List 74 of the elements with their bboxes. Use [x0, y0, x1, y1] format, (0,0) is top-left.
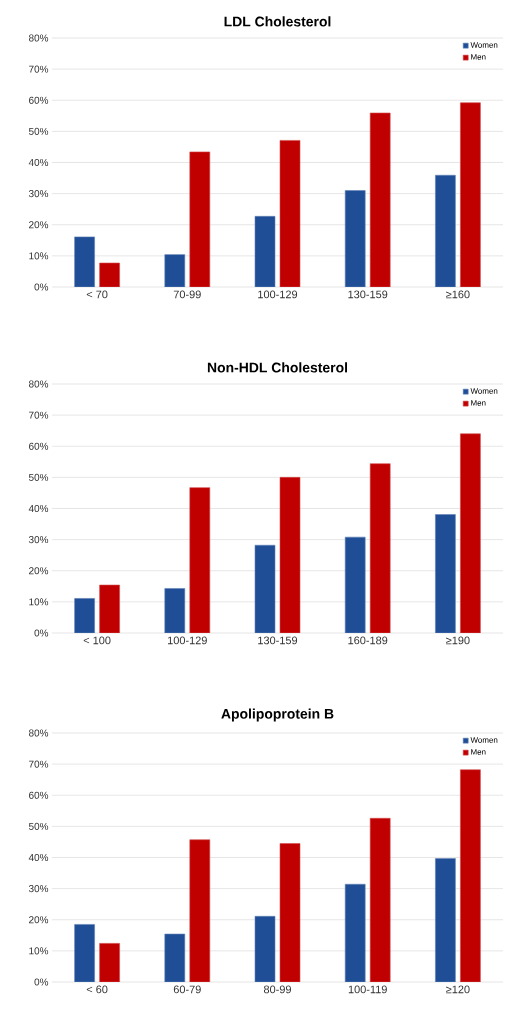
y-tick-label: 60% [29, 442, 49, 450]
bar [99, 262, 120, 287]
bar [460, 769, 481, 982]
y-tick-label: 70% [29, 760, 49, 768]
x-tick-label: ≥190 [446, 636, 470, 645]
bar [435, 514, 456, 633]
y-tick-label: 30% [28, 190, 49, 198]
bar [99, 943, 120, 982]
chart-title: LDL Cholesterol [224, 16, 331, 27]
y-tick-label: 70% [29, 65, 49, 73]
bar [279, 140, 301, 287]
bar [344, 883, 366, 982]
y-tick-label: 80% [28, 34, 49, 42]
bar [369, 112, 391, 287]
y-tick-label: 20% [29, 221, 49, 229]
y-tick-label: 0% [34, 629, 49, 637]
y-tick-label: 10% [29, 598, 49, 606]
x-tick-label: ≥160 [446, 290, 470, 299]
x-tick-label: 60-79 [173, 985, 201, 994]
y-tick-label: 40% [28, 504, 49, 513]
y-tick-label: 40% [28, 853, 49, 862]
bar [189, 839, 211, 982]
bar [435, 174, 456, 287]
bar [435, 858, 456, 982]
chart-title: Apolipoprotein B [221, 708, 334, 722]
bar [164, 254, 186, 287]
y-tick-label: 60% [29, 791, 49, 799]
y-tick-label: 0% [34, 978, 49, 986]
x-tick-label: < 70 [86, 290, 108, 299]
y-tick-label: 30% [28, 536, 49, 544]
x-tick-label: 160-189 [348, 636, 388, 645]
bar [99, 584, 120, 633]
bar [344, 536, 366, 633]
y-tick-label: 50% [28, 473, 49, 481]
y-tick-label: 0% [34, 283, 49, 291]
x-tick-label: 70-99 [173, 290, 201, 299]
bar [279, 477, 301, 633]
bar [369, 463, 391, 633]
bar [74, 236, 95, 287]
x-tick-label: < 100 [83, 636, 111, 645]
bar [164, 588, 186, 633]
y-tick-label: 40% [28, 158, 49, 167]
x-tick-label: ≥120 [446, 985, 470, 994]
bar [279, 843, 301, 982]
x-tick-label: 100-119 [348, 985, 387, 994]
y-tick-label: 10% [29, 947, 49, 955]
x-tick-label: 130-159 [258, 636, 298, 645]
bar [254, 916, 276, 982]
bar [74, 598, 95, 633]
bar [74, 924, 95, 982]
bar [189, 487, 211, 633]
y-tick-label: 50% [28, 822, 49, 830]
x-tick-label: < 60 [86, 985, 108, 994]
bar [164, 933, 186, 982]
x-tick-label: 100-129 [168, 636, 207, 645]
y-tick-label: 30% [28, 885, 49, 893]
y-tick-label: 60% [29, 96, 49, 104]
y-tick-label: 80% [28, 729, 49, 737]
y-tick-label: 20% [29, 916, 49, 924]
y-tick-label: 50% [28, 127, 49, 135]
bar [189, 151, 211, 287]
x-tick-label: 80-99 [263, 985, 291, 994]
bar [460, 102, 481, 287]
x-tick-label: 100-129 [258, 290, 298, 299]
bar [344, 190, 366, 287]
x-tick-label: 130-159 [348, 290, 388, 299]
chart-title: Non-HDL Cholesterol [207, 362, 348, 373]
y-tick-label: 10% [29, 252, 49, 260]
bar [254, 544, 276, 633]
bar [369, 817, 391, 982]
y-tick-label: 20% [29, 567, 49, 575]
y-tick-label: 80% [28, 380, 49, 388]
y-tick-label: 70% [29, 411, 49, 419]
bar [460, 433, 481, 633]
